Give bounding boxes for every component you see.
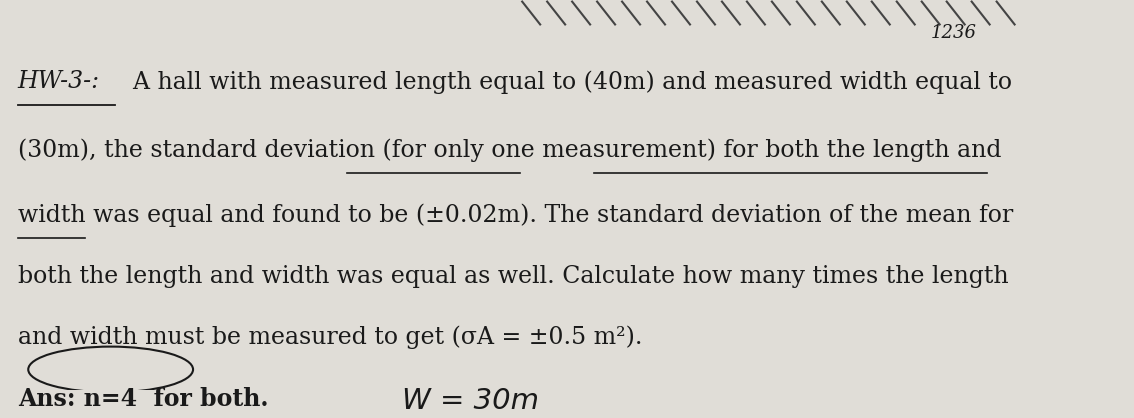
Text: W = 30m: W = 30m (403, 387, 540, 415)
Text: 1236: 1236 (931, 25, 976, 43)
Text: and width must be measured to get (σA = ±0.5 m²).: and width must be measured to get (σA = … (18, 326, 642, 349)
Text: both the length and width was equal as well. Calculate how many times the length: both the length and width was equal as w… (18, 265, 1008, 288)
Text: HW-3-:: HW-3-: (18, 70, 100, 93)
Text: width was equal and found to be (±0.02m). The standard deviation of the mean for: width was equal and found to be (±0.02m)… (18, 204, 1013, 227)
Text: A hall with measured length equal to (40m) and measured width equal to: A hall with measured length equal to (40… (118, 70, 1012, 94)
Text: Ans: n=4  for both.: Ans: n=4 for both. (18, 387, 269, 410)
Text: (30m), the standard deviation (for only one measurement) for both the length and: (30m), the standard deviation (for only … (18, 139, 1001, 162)
